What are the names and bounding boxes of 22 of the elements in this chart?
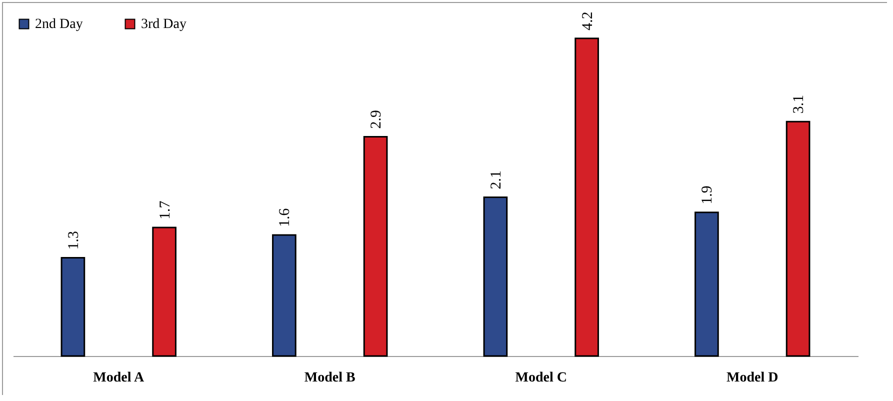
bar — [694, 212, 719, 357]
data-label: 1.6 — [277, 208, 294, 228]
x-tick-label: Model D — [726, 370, 778, 386]
bar — [272, 234, 296, 357]
data-label: 1.3 — [66, 230, 82, 250]
bar — [363, 136, 388, 357]
data-label: 2.9 — [368, 110, 385, 129]
x-tick-label: Model A — [93, 370, 145, 386]
legend-label: 2nd Day — [35, 17, 83, 32]
legend-label: 3rd Day — [141, 17, 186, 32]
data-label: 1.9 — [700, 186, 716, 204]
data-label: 3.1 — [791, 94, 808, 114]
bar — [152, 226, 176, 357]
x-tick-label: Model B — [304, 370, 356, 386]
bar — [574, 38, 599, 357]
bar — [786, 120, 810, 357]
data-label: 1.7 — [157, 200, 174, 220]
x-tick-label: Model C — [515, 370, 567, 386]
data-label: 4.2 — [580, 12, 596, 30]
bar — [60, 256, 86, 357]
data-label: 2.1 — [488, 170, 504, 190]
bar — [483, 196, 508, 357]
